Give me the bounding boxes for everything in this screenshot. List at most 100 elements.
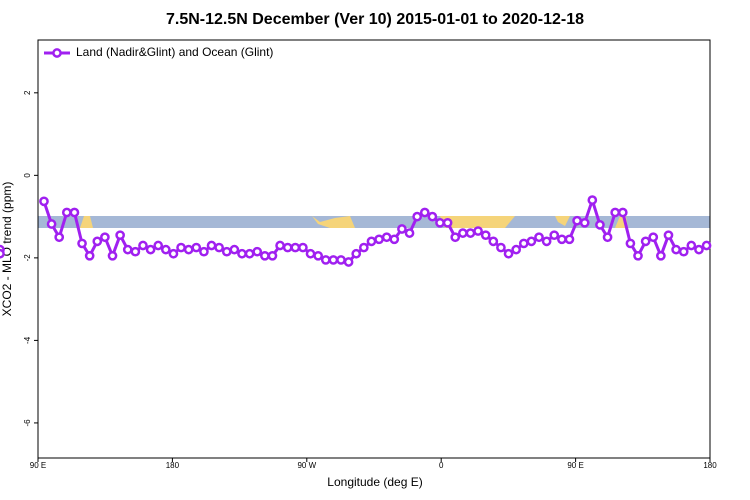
data-point [579,217,590,228]
data-point [686,240,697,251]
data-point [450,232,461,243]
x-tick-label: 180 [703,461,717,470]
data-point [305,248,316,259]
data-point [107,250,118,261]
data-point [564,234,575,245]
data-point [138,240,148,251]
data-point [343,257,354,267]
data-point [252,246,263,257]
data-point [488,236,499,247]
data-point [518,238,529,249]
data-point [389,234,400,245]
data-point [625,238,636,249]
data-point [640,236,651,247]
data-point [244,248,255,259]
data-point [435,217,445,228]
data-point [237,248,247,259]
data-point [46,219,57,229]
data-point [145,244,156,255]
land [80,216,93,228]
data-point [397,224,407,234]
data-point [290,242,301,253]
data-point [130,246,141,257]
data-point [320,255,331,265]
y-tick-label: -4 [23,336,32,344]
data-point [427,211,438,222]
data-point [229,244,240,255]
data-point [412,211,423,222]
series-line [42,195,708,264]
data-point [404,228,415,238]
data-point [663,230,674,241]
data-point [465,228,476,238]
x-tick-label: 90 E [30,461,46,470]
x-tick-label: 180 [166,461,180,470]
data-point [503,248,514,259]
x-tick-label: 90 E [567,461,583,470]
data-point [282,242,293,253]
data-point [549,230,560,241]
data-point [701,240,712,251]
data-point [366,236,377,247]
y-tick-label: 2 [23,90,32,95]
data-point [54,232,65,243]
data-point [0,248,5,259]
data-point [115,230,125,241]
data-point [267,250,278,261]
data-point [191,242,202,253]
data-point [442,217,453,228]
x-axis-label: Longitude (deg E) [327,475,422,489]
data-point [526,236,537,247]
data-point [694,244,704,255]
data-point [160,244,171,255]
data-point [77,238,87,249]
data-point [617,207,628,218]
data-point [39,196,49,207]
data-point [199,246,209,257]
data-point [351,248,362,259]
data-point [473,226,483,236]
data-point [122,244,133,255]
map-background [38,216,710,228]
data-point [336,255,346,265]
data-point [275,240,285,251]
data-point [511,244,522,255]
data-point [648,232,659,243]
plot-frame [37,39,711,459]
data-point [496,242,506,253]
y-tick-label: 0 [23,173,32,178]
data-point [374,234,384,245]
data-point [214,242,224,253]
legend-label: Land (Nadir&Glint) and Ocean (Glint) [76,45,273,59]
data-point [480,230,491,241]
data-point [656,250,666,261]
data-point [61,207,72,218]
data-point [541,236,552,247]
data-point [572,215,582,226]
data-point [595,220,605,230]
data-point [587,195,598,205]
data-point [557,234,567,245]
land [555,216,570,226]
data-point [458,228,468,238]
data-point [419,207,430,218]
land [312,216,355,228]
data-point [328,255,339,265]
y-tick-label: -2 [23,254,32,262]
data-point [153,240,164,251]
data-point [678,246,689,257]
data-point [358,242,369,253]
data-point [221,246,232,257]
chart-title: 7.5N-12.5N December (Ver 10) 2015-01-01 … [166,11,584,28]
data-point [313,250,323,261]
data-point [168,248,179,259]
data-point [84,250,95,261]
data-point [206,240,217,251]
ocean-band [38,216,710,228]
data-point [602,232,613,243]
x-tick-label: 90 W [297,461,316,470]
data-point [100,232,110,243]
land [440,216,515,228]
legend-marker [52,48,62,58]
